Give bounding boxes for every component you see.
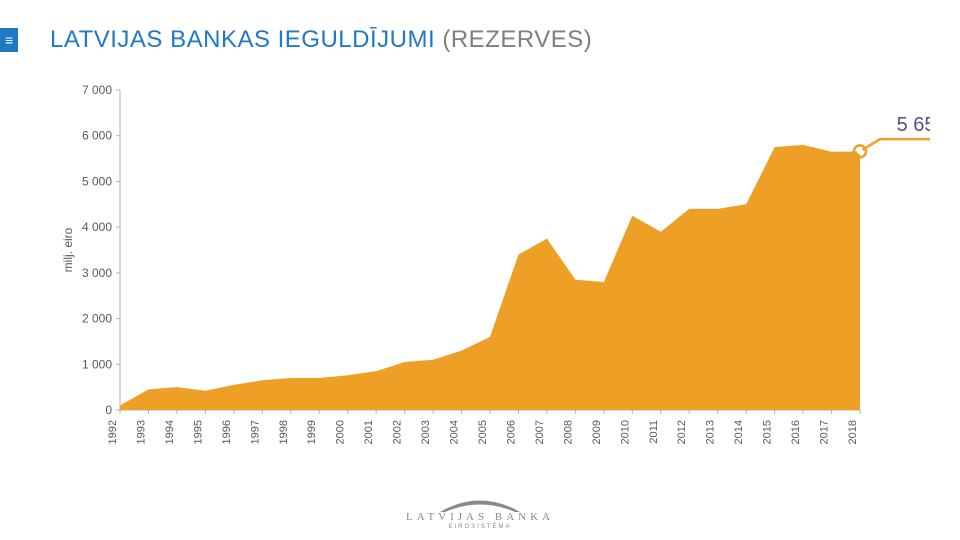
svg-text:1996: 1996 <box>221 420 233 444</box>
menu-icon: ≡ <box>5 33 13 47</box>
svg-text:4 000: 4 000 <box>82 220 112 234</box>
svg-text:2 000: 2 000 <box>82 312 112 326</box>
reserves-area-chart: 0 1 000 2 000 3 000 4 000 5 000 6 000 7 000 milj… <box>50 80 930 480</box>
svg-text:6 000: 6 000 <box>82 129 112 143</box>
footer-euro-label: EIROSISTĒMA <box>406 524 554 530</box>
slide-title: LATVIJAS BANKAS IEGULDĪJUMI (REZERVES) <box>50 26 592 54</box>
title-sub: (REZERVES) <box>442 26 592 53</box>
footer-bank-label: LATVIJAS BANKA <box>406 511 554 523</box>
svg-text:2012: 2012 <box>676 420 688 444</box>
svg-text:1992: 1992 <box>107 420 119 444</box>
svg-text:3 000: 3 000 <box>82 266 112 280</box>
svg-text:2002: 2002 <box>392 420 404 444</box>
svg-text:milj. eiro: milj. eiro <box>61 227 75 272</box>
svg-text:2008: 2008 <box>562 420 574 444</box>
svg-text:2001: 2001 <box>363 420 375 444</box>
title-main: LATVIJAS BANKAS IEGULDĪJUMI <box>50 26 435 53</box>
svg-text:2007: 2007 <box>534 420 546 444</box>
svg-text:2009: 2009 <box>591 420 603 444</box>
svg-text:2005: 2005 <box>477 420 489 444</box>
svg-text:2000: 2000 <box>335 420 347 444</box>
svg-text:1999: 1999 <box>306 420 318 444</box>
svg-text:2017: 2017 <box>819 420 831 444</box>
svg-text:2006: 2006 <box>505 420 517 444</box>
svg-text:2016: 2016 <box>790 420 802 444</box>
svg-text:2010: 2010 <box>619 420 631 444</box>
svg-text:1993: 1993 <box>135 420 147 444</box>
svg-text:7 000: 7 000 <box>82 83 112 97</box>
svg-text:2003: 2003 <box>420 420 432 444</box>
svg-text:1997: 1997 <box>249 420 261 444</box>
svg-text:1994: 1994 <box>164 420 176 444</box>
svg-text:2018: 2018 <box>847 420 859 444</box>
svg-text:1998: 1998 <box>278 420 290 444</box>
svg-text:2014: 2014 <box>733 420 745 444</box>
svg-text:0: 0 <box>105 403 112 417</box>
svg-text:2013: 2013 <box>705 420 717 444</box>
svg-text:5 658.4: 5 658.4 <box>897 114 930 136</box>
svg-text:5 000: 5 000 <box>82 174 112 188</box>
svg-text:2015: 2015 <box>762 420 774 444</box>
svg-text:2011: 2011 <box>648 420 660 444</box>
footer-logo: LATVIJAS BANKA EIROSISTĒMA <box>406 497 554 530</box>
svg-text:2004: 2004 <box>449 420 461 444</box>
chart-svg: 0 1 000 2 000 3 000 4 000 5 000 6 000 7 000 milj… <box>50 80 930 480</box>
svg-text:1 000: 1 000 <box>82 357 112 371</box>
svg-text:1995: 1995 <box>192 420 204 444</box>
